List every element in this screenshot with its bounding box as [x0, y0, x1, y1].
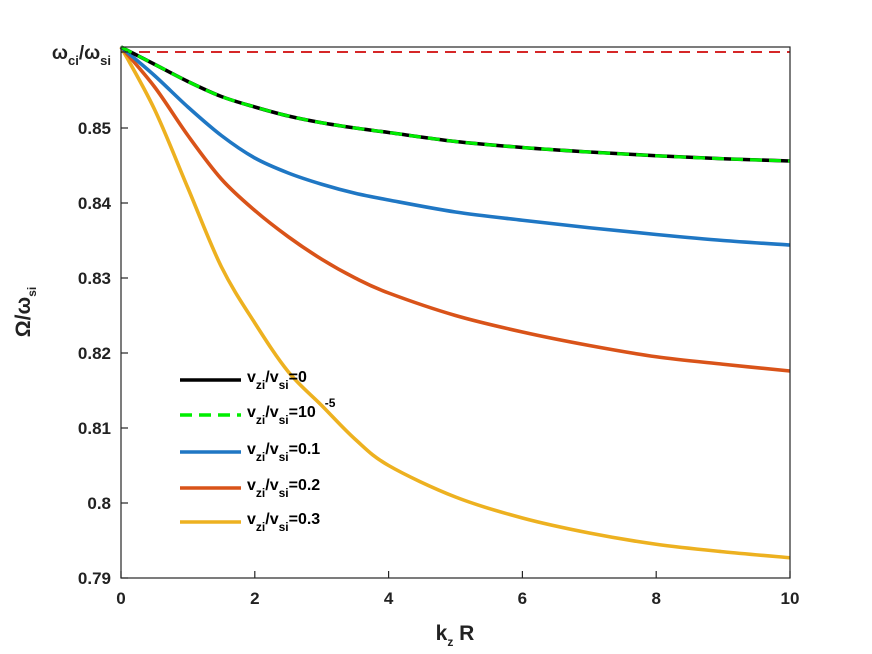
legend-label-1: vzi/vsi=10-5 [247, 396, 336, 427]
y-tick-label: 0.83 [78, 269, 111, 288]
series-line-1 [120, 45, 791, 163]
series-line-3 [119, 45, 791, 373]
legend-label-4: vzi/vsi=0.3 [247, 511, 320, 534]
x-axis-label: kz R [436, 622, 475, 649]
series-line-4 [119, 46, 791, 560]
x-tick-label: 2 [250, 589, 259, 608]
y-tick-label: 0.8 [87, 494, 111, 513]
series-line-0 [120, 45, 791, 163]
y-tick-label: 0.84 [78, 194, 112, 213]
x-tick-label: 4 [384, 589, 394, 608]
legend-label-3: vzi/vsi=0.2 [247, 477, 320, 500]
y-axis-label: Ω/ωsi [12, 287, 39, 337]
x-tick-label: 8 [651, 589, 660, 608]
axes-frame [120, 46, 791, 579]
y-tick-label: 0.85 [78, 119, 111, 138]
y-top-tick-label: ωci/ωsi [52, 43, 111, 68]
plot-area [119, 45, 791, 560]
x-tick-label: 0 [116, 589, 125, 608]
series-line-2 [119, 45, 791, 247]
legend-label-0: vzi/vsi=0 [247, 369, 307, 392]
x-tick-label: 6 [518, 589, 527, 608]
x-tick-label: 10 [781, 589, 800, 608]
y-tick-label: 0.79 [78, 569, 111, 588]
legend: vzi/vsi=0 vzi/vsi=10-5 vzi/vsi=0.1 vzi/vsi=… [180, 369, 336, 534]
y-tick-label: 0.82 [78, 344, 111, 363]
legend-label-2: vzi/vsi=0.1 [247, 441, 320, 464]
ticks: 0 2 4 6 8 10 0.79 0.8 0.81 0.82 0.83 0.84 0.85 ωci/ωs… [52, 43, 800, 608]
y-tick-label: 0.81 [78, 419, 111, 438]
